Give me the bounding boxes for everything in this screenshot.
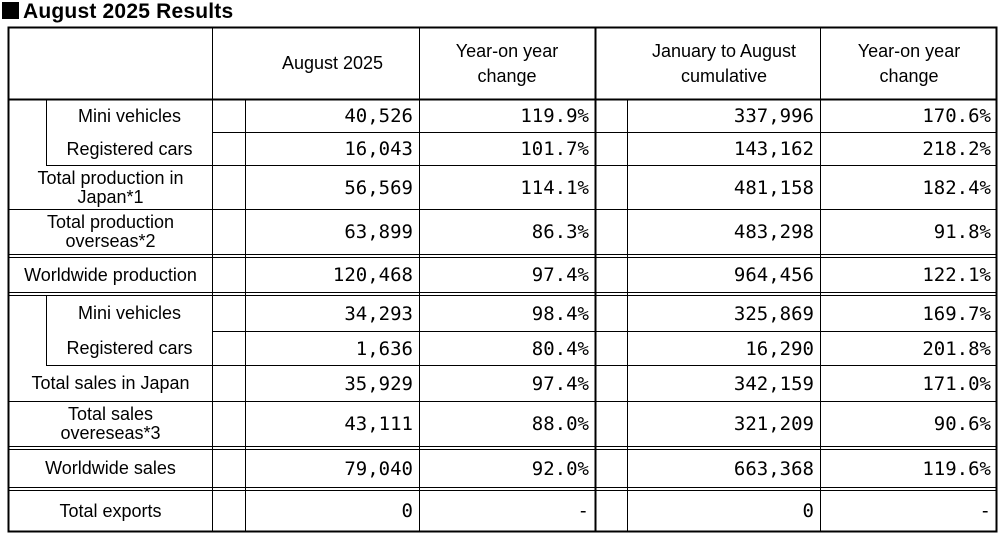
cell-yoy: 114.1% (520, 176, 589, 199)
cell-cumulative: 143,162 (733, 138, 814, 160)
cell-month: 35,929 (344, 372, 413, 395)
cell-cumulative-yoy: 122.1% (922, 264, 991, 286)
cell-cumulative-yoy: 170.6% (922, 105, 991, 127)
cell-yoy: 92.0% (531, 457, 589, 480)
cell-cumulative-yoy: 218.2% (922, 138, 991, 160)
row-label: Total production in Japan*1 (37, 167, 184, 207)
cell-month: 40,526 (344, 105, 413, 127)
cell-month: 56,569 (344, 176, 413, 199)
cell-cumulative-yoy: 169.7% (922, 302, 991, 325)
cell-cumulative: 337,996 (733, 105, 814, 127)
cell-cumulative: 481,158 (733, 176, 814, 199)
cell-cumulative-yoy: 171.0% (922, 372, 991, 395)
row-label: Total exports (59, 500, 162, 521)
row-label: Worldwide production (24, 264, 197, 285)
header-cumulative: January to August cumulative (651, 40, 797, 86)
header-yoy-month: Year-on year change (455, 40, 559, 86)
black-square-icon (2, 2, 19, 19)
cell-month: 16,043 (344, 138, 413, 160)
cell-month: 120,468 (332, 264, 413, 286)
cell-yoy: - (577, 500, 589, 522)
report-title: August 2025 Results (2, 0, 233, 24)
cell-yoy: 101.7% (520, 138, 589, 160)
cell-month: 1,636 (355, 337, 413, 360)
cell-month: 0 (401, 500, 413, 522)
cell-yoy: 80.4% (531, 337, 589, 360)
cell-yoy: 98.4% (531, 302, 589, 325)
cell-month: 63,899 (344, 221, 413, 243)
cell-cumulative: 0 (802, 500, 814, 522)
cell-yoy: 119.9% (520, 105, 589, 127)
cell-month: 34,293 (344, 302, 413, 325)
cell-cumulative-yoy: 91.8% (933, 221, 991, 243)
cell-yoy: 97.4% (531, 372, 589, 395)
row-label: Mini vehicles (77, 303, 182, 323)
cell-cumulative-yoy: - (979, 500, 991, 522)
cell-yoy: 97.4% (531, 264, 589, 286)
row-label: Total sales overeseas*3 (60, 404, 161, 443)
row-label: Worldwide sales (45, 458, 176, 478)
cell-cumulative: 663,368 (733, 457, 814, 480)
cell-cumulative-yoy: 201.8% (922, 337, 991, 360)
row-label: Registered cars (66, 338, 193, 358)
report-title-text: August 2025 Results (23, 0, 234, 23)
cell-cumulative-yoy: 119.6% (922, 457, 991, 480)
cell-cumulative-yoy: 90.6% (933, 413, 991, 435)
cell-month: 43,111 (344, 413, 413, 435)
cell-cumulative: 16,290 (745, 337, 814, 360)
cell-cumulative: 325,869 (733, 302, 814, 325)
cell-yoy: 88.0% (531, 413, 589, 435)
row-label: Total sales in Japan (31, 373, 190, 393)
cell-yoy: 86.3% (531, 221, 589, 243)
cell-cumulative: 342,159 (733, 372, 814, 395)
header-yoy-cumulative: Year-on year change (857, 40, 961, 86)
cell-cumulative-yoy: 182.4% (922, 176, 991, 199)
row-label: Registered cars (66, 138, 193, 159)
row-label: Total production overseas*2 (46, 212, 175, 251)
cell-cumulative: 321,209 (733, 413, 814, 435)
cell-cumulative: 483,298 (733, 221, 814, 243)
cell-cumulative: 964,456 (733, 264, 814, 286)
header-month: August 2025 (281, 53, 384, 73)
cell-month: 79,040 (344, 457, 413, 480)
row-label: Mini vehicles (77, 105, 182, 126)
